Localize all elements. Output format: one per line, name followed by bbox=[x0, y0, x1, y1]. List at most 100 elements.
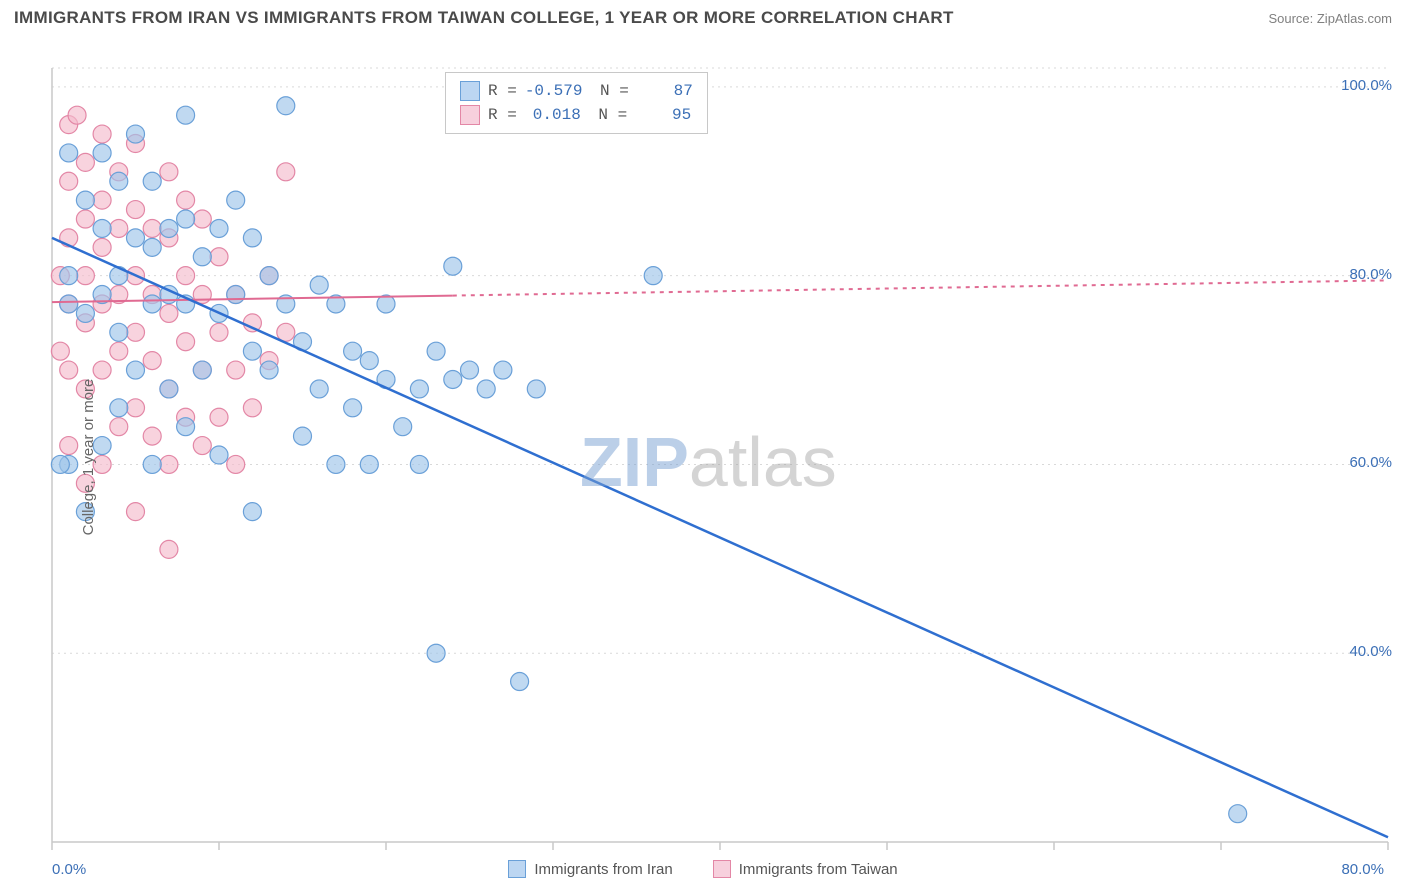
point-taiwan bbox=[127, 399, 145, 417]
point-taiwan bbox=[193, 286, 211, 304]
correlation-legend: R =-0.579 N =87 R =0.018 N =95 bbox=[445, 72, 708, 134]
point-iran bbox=[127, 229, 145, 247]
point-iran bbox=[527, 380, 545, 398]
point-iran bbox=[210, 219, 228, 237]
point-taiwan bbox=[110, 418, 128, 436]
point-iran bbox=[494, 361, 512, 379]
y-tick-label: 80.0% bbox=[1349, 266, 1392, 283]
n-value-iran: 87 bbox=[637, 79, 693, 103]
point-iran bbox=[227, 191, 245, 209]
point-iran bbox=[143, 295, 161, 313]
point-iran bbox=[76, 304, 94, 322]
point-taiwan bbox=[60, 437, 78, 455]
trend-line-dashed bbox=[453, 280, 1388, 295]
point-iran bbox=[511, 673, 529, 691]
point-taiwan bbox=[127, 323, 145, 341]
point-iran bbox=[360, 455, 378, 473]
point-taiwan bbox=[193, 437, 211, 455]
point-iran bbox=[344, 399, 362, 417]
point-iran bbox=[327, 455, 345, 473]
r-value-taiwan: 0.018 bbox=[525, 103, 581, 127]
point-taiwan bbox=[76, 267, 94, 285]
point-taiwan bbox=[127, 503, 145, 521]
legend-item-taiwan: Immigrants from Taiwan bbox=[713, 860, 898, 878]
y-tick-label: 40.0% bbox=[1349, 643, 1392, 660]
point-iran bbox=[477, 380, 495, 398]
point-iran bbox=[143, 455, 161, 473]
legend-label-iran: Immigrants from Iran bbox=[534, 861, 672, 878]
point-taiwan bbox=[177, 191, 195, 209]
point-taiwan bbox=[177, 267, 195, 285]
point-iran bbox=[444, 257, 462, 275]
trend-line bbox=[52, 238, 1388, 837]
point-taiwan bbox=[60, 172, 78, 190]
point-iran bbox=[193, 361, 211, 379]
point-taiwan bbox=[60, 361, 78, 379]
legend-item-iran: Immigrants from Iran bbox=[508, 860, 672, 878]
point-iran bbox=[410, 380, 428, 398]
point-taiwan bbox=[160, 304, 178, 322]
point-iran bbox=[210, 446, 228, 464]
point-iran bbox=[461, 361, 479, 379]
r-value-iran: -0.579 bbox=[525, 79, 583, 103]
point-taiwan bbox=[210, 323, 228, 341]
point-iran bbox=[177, 106, 195, 124]
point-iran bbox=[193, 248, 211, 266]
point-iran bbox=[243, 503, 261, 521]
point-taiwan bbox=[143, 427, 161, 445]
point-taiwan bbox=[160, 455, 178, 473]
point-taiwan bbox=[93, 191, 111, 209]
point-iran bbox=[143, 238, 161, 256]
point-taiwan bbox=[227, 455, 245, 473]
point-taiwan bbox=[110, 219, 128, 237]
point-taiwan bbox=[93, 361, 111, 379]
y-tick-label: 60.0% bbox=[1349, 454, 1392, 471]
point-taiwan bbox=[227, 361, 245, 379]
point-iran bbox=[243, 229, 261, 247]
point-taiwan bbox=[51, 342, 69, 360]
point-iran bbox=[93, 219, 111, 237]
y-tick-label: 100.0% bbox=[1341, 77, 1392, 94]
point-iran bbox=[360, 352, 378, 370]
point-iran bbox=[243, 342, 261, 360]
swatch-taiwan-icon bbox=[713, 860, 731, 878]
point-iran bbox=[110, 172, 128, 190]
swatch-iran bbox=[460, 81, 480, 101]
point-taiwan bbox=[127, 201, 145, 219]
point-iran bbox=[143, 172, 161, 190]
point-iran bbox=[127, 125, 145, 143]
point-taiwan bbox=[160, 163, 178, 181]
point-taiwan bbox=[143, 219, 161, 237]
bottom-legend: Immigrants from Iran Immigrants from Tai… bbox=[0, 860, 1406, 878]
scatter-plot bbox=[0, 32, 1406, 878]
point-taiwan bbox=[277, 323, 295, 341]
point-iran bbox=[76, 191, 94, 209]
swatch-taiwan bbox=[460, 105, 480, 125]
y-axis-label: College, 1 year or more bbox=[80, 379, 97, 536]
point-iran bbox=[644, 267, 662, 285]
point-iran bbox=[277, 97, 295, 115]
point-iran bbox=[227, 286, 245, 304]
point-taiwan bbox=[177, 333, 195, 351]
point-iran bbox=[60, 144, 78, 162]
point-iran bbox=[93, 144, 111, 162]
chart-area: College, 1 year or more ZIPatlas R =-0.5… bbox=[0, 32, 1406, 882]
legend-row-iran: R =-0.579 N =87 bbox=[460, 79, 693, 103]
point-iran bbox=[110, 323, 128, 341]
point-taiwan bbox=[68, 106, 86, 124]
n-value-taiwan: 95 bbox=[635, 103, 691, 127]
point-iran bbox=[177, 210, 195, 228]
point-iran bbox=[177, 418, 195, 436]
point-iran bbox=[260, 267, 278, 285]
chart-title: IMMIGRANTS FROM IRAN VS IMMIGRANTS FROM … bbox=[14, 8, 954, 28]
point-taiwan bbox=[143, 352, 161, 370]
point-iran bbox=[110, 399, 128, 417]
point-taiwan bbox=[93, 125, 111, 143]
point-iran bbox=[444, 370, 462, 388]
point-taiwan bbox=[76, 153, 94, 171]
point-taiwan bbox=[110, 342, 128, 360]
point-taiwan bbox=[210, 408, 228, 426]
point-taiwan bbox=[277, 163, 295, 181]
point-iran bbox=[427, 342, 445, 360]
point-iran bbox=[160, 380, 178, 398]
